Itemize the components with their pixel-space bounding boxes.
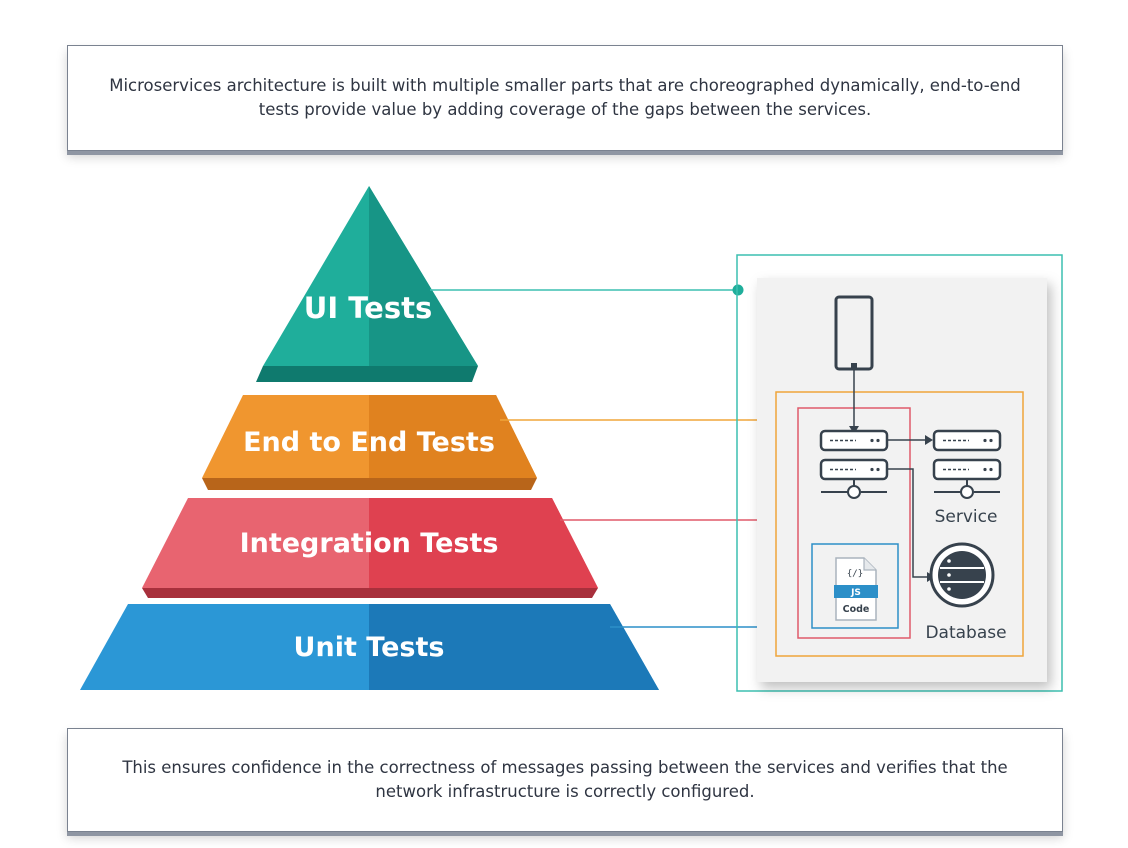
e2e-tests-label: End to End Tests: [243, 427, 495, 458]
code-file-caption: Code: [843, 604, 870, 615]
ui-tests-label: UI Tests: [304, 291, 432, 325]
integration-tests-label: Integration Tests: [240, 528, 499, 559]
pyramid-layer-integration: Integration Tests: [142, 498, 598, 598]
server-stack-icon: [819, 429, 889, 499]
unit-tests-label: Unit Tests: [294, 632, 445, 663]
conclusion-text: This ensures confidence in the correctne…: [122, 758, 1008, 801]
intro-text-box: Microservices architecture is built with…: [67, 45, 1063, 151]
unit-scope-frame: [811, 543, 899, 629]
database-label: Database: [925, 623, 1006, 643]
service-label: Service: [935, 507, 998, 527]
system-card: [757, 278, 1047, 682]
mobile-phone-icon: [834, 295, 874, 371]
e2e-scope-frame: [775, 391, 1024, 657]
intro-text: Microservices architecture is built with…: [109, 76, 1021, 119]
database-icon: [929, 542, 995, 608]
pyramid-layer-e2e: End to End Tests: [202, 395, 537, 490]
ui-scope-frame: [736, 254, 1063, 692]
conclusion-text-box: This ensures confidence in the correctne…: [67, 728, 1063, 832]
code-file-extension: JS: [850, 588, 861, 598]
architecture-panel: Service Database {/} JS Code: [736, 254, 1063, 692]
pyramid-layer-unit: Unit Tests: [80, 604, 659, 690]
test-pyramid: UI Tests End to End Tests Integration Te…: [80, 186, 659, 690]
js-code-file-icon: {/} JS Code: [834, 557, 878, 621]
service-server-icon: [932, 429, 1002, 499]
pyramid-layer-ui: UI Tests: [256, 186, 478, 382]
service-arrow-icon: [887, 435, 933, 445]
code-file-braces: {/}: [847, 569, 863, 579]
